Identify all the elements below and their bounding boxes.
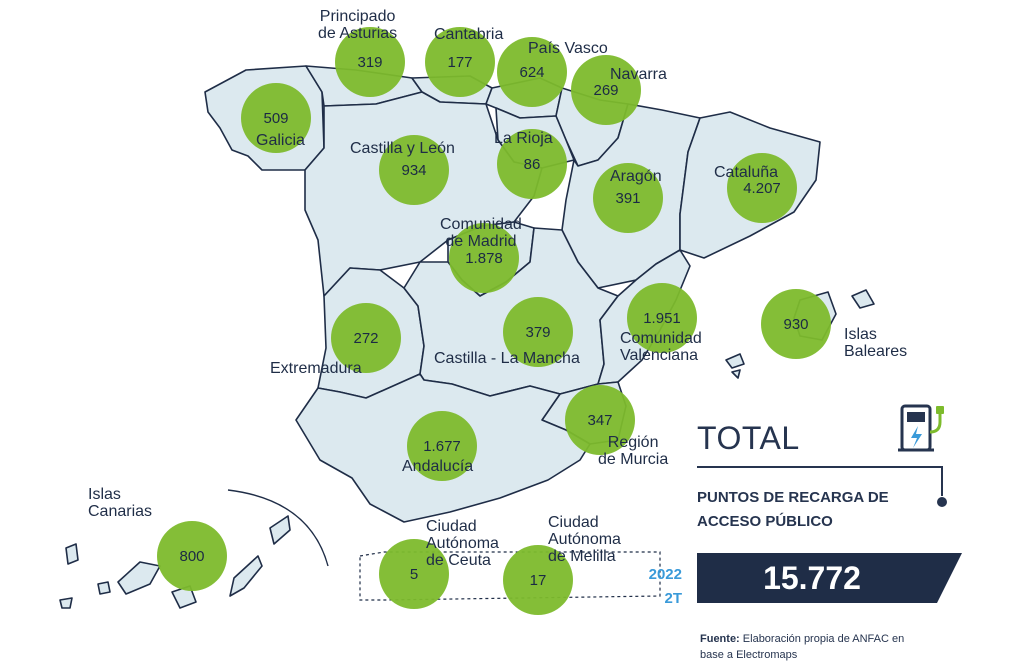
label-castilla-leon: Castilla y León	[350, 140, 455, 157]
bubble-value: 800	[179, 548, 204, 565]
island-la-palma	[65, 543, 79, 565]
bubble-extremadura	[331, 303, 401, 373]
total-underline	[697, 466, 941, 468]
bubble-aragón	[593, 163, 663, 233]
bubble-navarra	[571, 55, 641, 125]
label-baleares: Islas Baleares	[844, 326, 908, 360]
total-title: TOTAL	[697, 420, 800, 456]
bubble-región-de-murcia	[565, 385, 635, 455]
bubble-value: 5	[410, 566, 418, 583]
label-galicia: Galicia	[256, 132, 305, 149]
label-cantabria: Cantabria	[434, 26, 504, 43]
total-subtitle: PUNTOS DE RECARGA DE ACCESO PÚBLICO	[697, 489, 889, 530]
label-murcia: Región de Murcia	[598, 434, 669, 468]
island-fuerteventura	[229, 555, 263, 597]
bubble-galicia	[241, 83, 311, 153]
bubble-value: 930	[783, 316, 808, 333]
canarias-separator	[227, 489, 329, 567]
label-aragon: Aragón	[610, 168, 662, 185]
bubble-value: 272	[353, 330, 378, 347]
bubble-value: 509	[263, 110, 288, 127]
bubble-islas-baleares	[761, 289, 831, 359]
bubble-value: 319	[357, 54, 382, 71]
source-note: Fuente: Elaboración propia de ANFAC en b…	[700, 633, 905, 661]
bubble-comunidad-valenciana	[627, 283, 697, 353]
bubble-value: 934	[401, 162, 426, 179]
label-valenciana: Comunidad Valenciana	[620, 330, 702, 364]
island-el-hierro	[59, 597, 73, 609]
label-cataluna: Cataluña	[714, 164, 779, 181]
bubble-value: 86	[524, 156, 541, 173]
bubble-value: 379	[525, 324, 550, 341]
bubble-value: 17	[530, 572, 547, 589]
total-period: 2022 2T	[648, 566, 682, 607]
label-extremadura: Extremadura	[270, 360, 362, 377]
label-asturias: Principado de Asturias	[318, 8, 398, 42]
total-value-box	[697, 553, 962, 603]
label-navarra: Navarra	[610, 66, 667, 83]
bubble-value: 624	[519, 64, 544, 81]
charging-station-icon	[898, 404, 947, 507]
label-melilla: Ciudad Autónoma de Melilla	[548, 514, 621, 565]
bubble-castilla-y-león	[379, 135, 449, 205]
bubble-value: 347	[587, 412, 612, 429]
bubble-value: 1.677	[423, 438, 461, 455]
bubble-principado-de-asturias	[335, 27, 405, 97]
label-andalucia: Andalucía	[402, 458, 474, 475]
bubble-islas-canarias	[157, 521, 227, 591]
bubble-value: 269	[593, 82, 618, 99]
island-formentera	[731, 369, 741, 379]
bubble-value: 4.207	[743, 180, 781, 197]
label-canarias: Islas Canarias	[88, 486, 153, 520]
bubble-cantabria	[425, 27, 495, 97]
bubble-value: 391	[615, 190, 640, 207]
bubble-la-rioja	[497, 129, 567, 199]
bubble-value: 1.878	[465, 250, 503, 267]
island-ibiza	[725, 353, 745, 369]
bubble-castilla-la-mancha	[503, 297, 573, 367]
label-pais-vasco: País Vasco	[528, 40, 608, 57]
bubble-value: 177	[447, 54, 472, 71]
label-la-rioja: La Rioja	[494, 130, 553, 147]
bubble-ciudad-autónoma-de-ceuta	[379, 539, 449, 609]
island-la-gomera	[97, 581, 111, 595]
island-lanzarote	[269, 515, 291, 545]
bubble-andalucía	[407, 411, 477, 481]
bubble-comunidad-de-madrid	[449, 223, 519, 293]
bubble-país-vasco	[497, 37, 567, 107]
ceuta-melilla-frame	[359, 551, 661, 601]
label-ceuta: Ciudad Autónoma de Ceuta	[426, 518, 499, 569]
bubble-value: 1.951	[643, 310, 681, 327]
bubble-ciudad-autónoma-de-melilla	[503, 545, 573, 615]
label-castilla-la-mancha: Castilla - La Mancha	[434, 350, 580, 367]
bubble-cataluña	[727, 153, 797, 223]
island-tenerife	[117, 561, 161, 595]
total-value: 15.772	[763, 560, 861, 596]
island-menorca	[851, 289, 875, 309]
label-madrid: Comunidad de Madrid	[440, 216, 522, 250]
